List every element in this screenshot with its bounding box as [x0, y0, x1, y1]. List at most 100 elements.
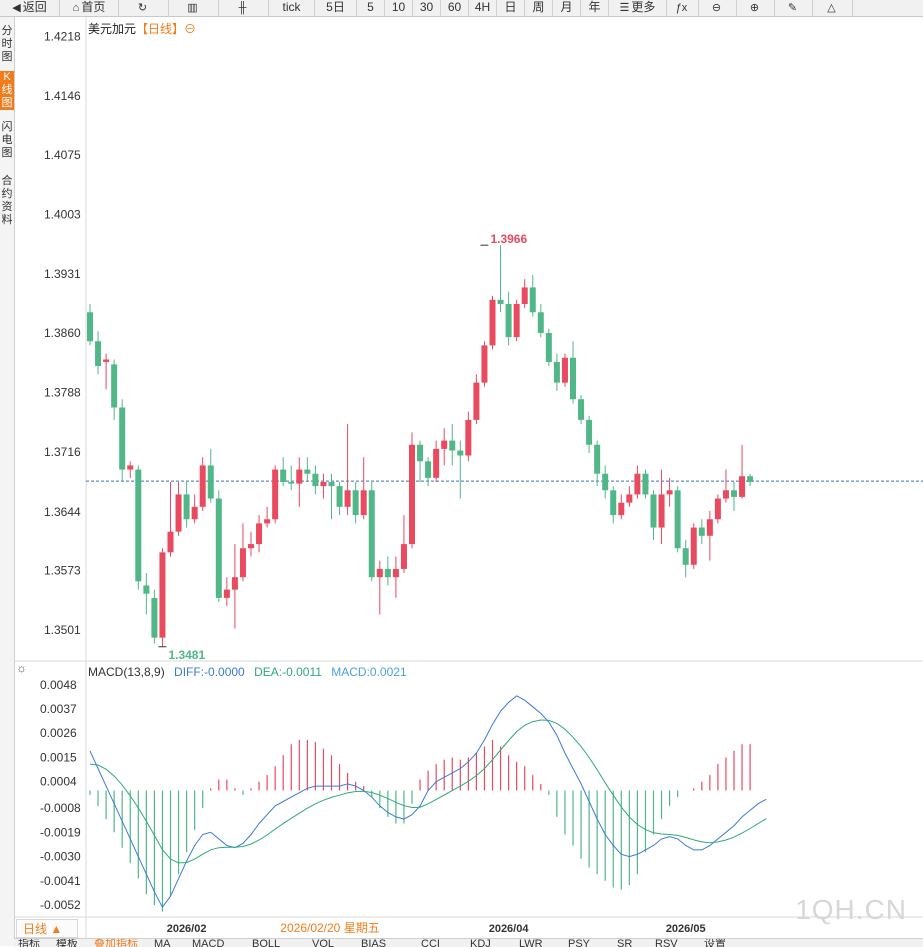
candle-body	[642, 473, 649, 495]
period-select[interactable]: 日线 ▲	[16, 919, 78, 938]
candle-body	[409, 444, 415, 545]
candle-body	[513, 303, 520, 338]
candle-body	[537, 312, 544, 333]
candlestick-button[interactable]: ╫	[219, 0, 269, 16]
candle-body	[698, 527, 705, 536]
candle-body	[618, 502, 625, 516]
period-年-button[interactable]: 年	[581, 0, 609, 16]
candle-body	[481, 345, 488, 383]
collapse-icon[interactable]: ⊖	[184, 22, 197, 36]
macd-tick-label: -0.0019	[40, 825, 81, 839]
triangle-up-button[interactable]: △	[813, 0, 853, 16]
indicator-tab[interactable]: SR	[617, 938, 633, 947]
date-tick-label: 2026/05	[666, 923, 706, 935]
candle-body	[457, 450, 464, 456]
indicator-tab[interactable]: BIAS	[361, 938, 387, 947]
sidebar-item-2[interactable]: 闪电图	[1, 121, 13, 159]
zoom-out-button[interactable]: ⊖	[699, 0, 737, 16]
period-月-button[interactable]: 月	[553, 0, 581, 16]
candle-body	[207, 465, 214, 499]
back-arrow-icon: ◀	[12, 2, 21, 14]
macd-tick-label: 0.0048	[40, 678, 77, 692]
price-tick-label: 1.3573	[44, 564, 81, 578]
indicator-tab[interactable]: LWR	[519, 938, 543, 947]
toolbar-label: 返回	[22, 0, 47, 14]
indicator-tab[interactable]: 叠加指标	[94, 938, 138, 947]
menu-icon: ☰	[619, 2, 630, 14]
menu-button[interactable]: ☰ 更多	[609, 0, 667, 16]
period-5-button[interactable]: 5	[357, 0, 385, 16]
top-toolbar: ◀ 返回 ⌂ 首页 ↻ ▥ ╫ tick 5日 5 10 30 60 4H 日周月年 ☰ 更多 ƒx ⊖ ⊕ ✎ △	[0, 0, 923, 17]
indicator-tab[interactable]: 指标	[18, 938, 40, 947]
period-日-button[interactable]: 日	[497, 0, 525, 16]
bar-chart-button[interactable]: ▥	[169, 0, 219, 16]
candle-body	[384, 568, 391, 578]
low-price-label: 1.3481	[168, 648, 205, 662]
candle-body	[95, 341, 102, 367]
period-label: 【日线】	[136, 22, 185, 36]
sidebar-item-0[interactable]: 分时图	[1, 25, 13, 63]
indicator-tab[interactable]: CCI	[421, 938, 440, 947]
pen-button[interactable]: ✎	[775, 0, 813, 16]
zoom-in-button[interactable]: ⊕	[737, 0, 775, 16]
refresh-icon: ↻	[137, 2, 148, 14]
macd-tick-label: -0.0030	[40, 850, 81, 864]
candle-body	[425, 461, 432, 478]
period-60-button[interactable]: 60	[441, 0, 469, 16]
indicator-tab[interactable]: MA	[154, 938, 171, 947]
candle-body	[288, 481, 295, 484]
candle-body	[328, 481, 335, 487]
indicator-tab[interactable]: VOL	[312, 938, 335, 947]
candle-body	[360, 490, 367, 516]
pen-icon: ✎	[787, 2, 798, 14]
candle-body	[175, 494, 182, 532]
candle-body	[650, 494, 657, 528]
candle-body	[417, 444, 424, 462]
refresh-button[interactable]: ↻	[119, 0, 169, 16]
indicator-tab[interactable]: PSY	[568, 938, 591, 947]
indicator-tab[interactable]: MACD	[192, 938, 225, 947]
macd-value: MACD:0.0021	[331, 665, 407, 679]
candle-body	[545, 332, 552, 362]
candle-body	[336, 486, 343, 507]
period-5日-button[interactable]: 5日	[315, 0, 357, 16]
candle-body	[497, 299, 504, 304]
indicator-tab[interactable]: BOLL	[252, 938, 281, 947]
period-tick-button[interactable]: tick	[269, 0, 315, 16]
bar-chart-icon: ▥	[187, 2, 198, 14]
period-30-button[interactable]: 30	[413, 0, 441, 16]
indicator-tabbar: 指标 模板 叠加指标 MA MACD BOLL VOL BIAS CCI KDJ LWR PSY SR R…	[14, 938, 923, 947]
indicator-tab[interactable]: 设置	[704, 938, 726, 947]
sidebar-item-1[interactable]: K线图	[0, 71, 14, 110]
candle-body	[199, 465, 206, 507]
candle-body	[586, 419, 593, 445]
view-sidebar: 分时图 K线图闪电图合约资料	[0, 17, 15, 946]
indicator-settings-icon[interactable]: ☼	[16, 661, 27, 675]
candle-body	[674, 490, 681, 549]
price-tick-label: 1.3501	[44, 623, 81, 637]
macd-tick-label: -0.0008	[40, 801, 81, 815]
toolbar-label: 5	[367, 0, 374, 14]
candle-body	[449, 440, 456, 451]
period-周-button[interactable]: 周	[525, 0, 553, 16]
period-4H-button[interactable]: 4H	[469, 0, 497, 16]
candle-body	[159, 552, 166, 638]
toolbar-label: tick	[282, 0, 301, 14]
candle-body	[256, 523, 263, 545]
candle-body	[264, 519, 271, 524]
home-button[interactable]: ⌂ 首页	[60, 0, 119, 16]
watermark-logo: 1QH.CN	[795, 894, 907, 925]
candle-body	[167, 531, 174, 553]
formula-button[interactable]: ƒx	[667, 0, 699, 16]
candle-body	[722, 490, 729, 499]
indicator-tab[interactable]: KDJ	[470, 938, 491, 947]
toolbar-label: 60	[447, 0, 462, 14]
period-10-button[interactable]: 10	[385, 0, 413, 16]
indicator-tab[interactable]: RSV	[655, 938, 678, 947]
indicator-tab[interactable]: 模板	[56, 938, 78, 947]
back-arrow-button[interactable]: ◀ 返回	[0, 0, 60, 16]
toolbar-label: 更多	[631, 0, 656, 14]
sidebar-item-3[interactable]: 合约资料	[1, 175, 13, 226]
toolbar-label: 4H	[474, 0, 491, 14]
